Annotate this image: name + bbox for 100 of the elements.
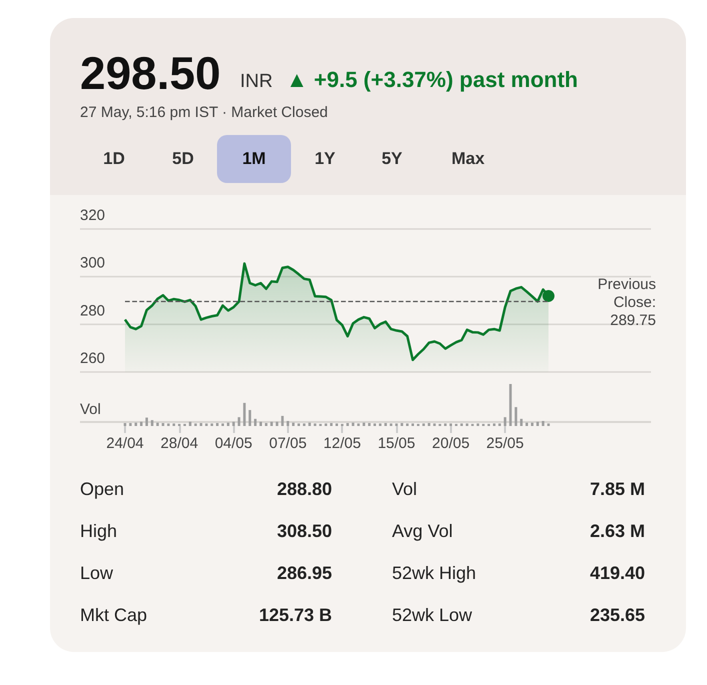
x-tick-label: 04/05 xyxy=(214,435,252,452)
bar xyxy=(395,423,398,426)
ref-line-label: Previous Close: 289.75 xyxy=(596,276,656,330)
bar xyxy=(124,423,126,426)
text: 286.95 xyxy=(276,563,332,584)
bar xyxy=(422,423,425,426)
text: 1M xyxy=(217,135,291,183)
bar xyxy=(162,423,164,426)
y-tick-label: 320 xyxy=(80,207,106,224)
bar xyxy=(129,423,132,426)
bar xyxy=(216,423,219,426)
bar xyxy=(292,422,295,426)
bar xyxy=(520,418,523,426)
text: 308.50 xyxy=(276,521,332,542)
bar xyxy=(140,422,143,426)
bar xyxy=(433,423,436,426)
text: 125.73 B xyxy=(258,605,332,626)
y-axis-title: Vol xyxy=(80,401,101,418)
bar xyxy=(194,423,197,426)
bar xyxy=(460,423,463,426)
bar xyxy=(302,423,306,426)
chart-subtitle: 27 May, 5:16 pm IST · Market Closed xyxy=(80,104,328,121)
bar xyxy=(205,423,208,426)
bar xyxy=(270,422,273,426)
text: 288.80 xyxy=(276,479,332,500)
bar xyxy=(450,423,452,426)
bar xyxy=(384,423,387,426)
bar xyxy=(156,422,159,426)
bar xyxy=(259,422,262,426)
bar xyxy=(509,384,512,426)
text: Low xyxy=(80,563,114,584)
bar xyxy=(297,423,300,426)
bar xyxy=(210,423,214,426)
bar xyxy=(221,423,224,426)
bar xyxy=(188,422,192,426)
text: Open xyxy=(80,479,124,500)
bar xyxy=(400,423,404,426)
bar xyxy=(476,423,480,426)
bar xyxy=(504,417,506,426)
y-tick-label: 300 xyxy=(80,254,106,272)
bar xyxy=(308,422,311,426)
bar xyxy=(542,420,544,426)
bar xyxy=(200,423,202,426)
bar xyxy=(378,423,382,426)
bar xyxy=(226,422,230,426)
bar xyxy=(232,422,235,426)
text: 5D xyxy=(171,148,195,170)
y-tick-label: 260 xyxy=(80,350,106,367)
bar xyxy=(238,417,240,426)
bar xyxy=(330,423,333,426)
bar xyxy=(134,422,138,426)
x-tick-label: 07/05 xyxy=(269,435,307,452)
bar xyxy=(498,423,501,426)
bar xyxy=(243,402,246,426)
text: 419.40 xyxy=(590,563,645,584)
bar xyxy=(352,422,354,426)
x-tick-label: 12/05 xyxy=(323,435,361,452)
bar xyxy=(526,422,528,426)
bar xyxy=(264,423,268,426)
bar xyxy=(248,410,252,426)
chart-title: 298.50 xyxy=(80,46,221,100)
bar xyxy=(172,423,176,426)
bar xyxy=(346,423,349,426)
bar xyxy=(150,420,154,426)
text: 52wk High xyxy=(392,563,476,584)
bar xyxy=(390,423,392,426)
text: 5Y xyxy=(380,148,404,170)
bar xyxy=(145,418,148,426)
text: 1Y xyxy=(314,148,336,170)
bar xyxy=(374,423,376,426)
bar xyxy=(444,423,447,426)
bar xyxy=(492,423,496,426)
x-tick-label: 15/05 xyxy=(378,435,416,452)
text: 1D xyxy=(102,148,126,170)
bar xyxy=(167,423,170,426)
bar xyxy=(547,423,550,426)
text: Max xyxy=(450,148,486,170)
text: 52wk Low xyxy=(392,605,472,626)
text: ▲ +9.5 (+3.37%) past month xyxy=(286,67,578,93)
bar xyxy=(428,423,430,426)
bar xyxy=(362,422,366,426)
bar xyxy=(406,423,409,426)
x-tick-label: 24/04 xyxy=(106,435,144,452)
text: 2.63 M xyxy=(590,521,645,542)
y-tick-label: 280 xyxy=(80,302,106,320)
bar xyxy=(357,423,360,426)
bar xyxy=(314,423,316,426)
bar xyxy=(254,418,257,426)
x-tick-label: 25/05 xyxy=(486,435,524,452)
bar xyxy=(536,422,539,426)
bar xyxy=(514,407,518,426)
bar xyxy=(324,423,328,426)
text: 7.85 M xyxy=(590,479,645,500)
text: 235.65 xyxy=(590,605,645,626)
bar xyxy=(466,423,468,426)
bar xyxy=(286,420,290,426)
text: Avg Vol xyxy=(392,521,453,542)
x-tick-label: 28/04 xyxy=(160,435,198,452)
text: Vol xyxy=(392,479,418,500)
bar xyxy=(281,416,284,426)
